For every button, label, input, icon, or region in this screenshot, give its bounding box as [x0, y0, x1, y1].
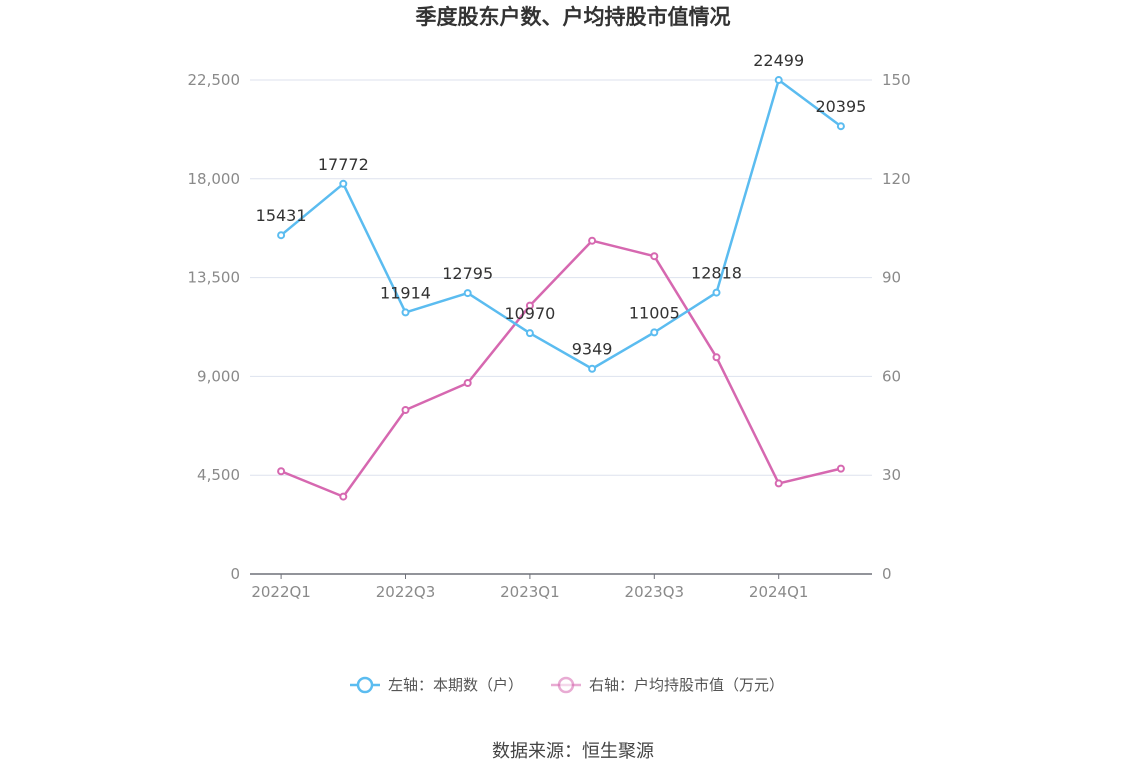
right-tick-label: 30	[882, 466, 901, 484]
right-tick-label: 150	[882, 71, 911, 89]
data-label: 12795	[442, 264, 493, 283]
legend-item-per-household-value[interactable]: 右轴：户均持股市值（万元）	[551, 676, 784, 694]
per-household-value-point	[588, 236, 597, 245]
per-household-value-point	[339, 492, 348, 501]
legend[interactable]: 左轴：本期数（户） 右轴：户均持股市值（万元）	[350, 676, 784, 694]
legend-label: 左轴：本期数（户）	[388, 676, 523, 694]
data-label: 20395	[815, 97, 866, 116]
data-label: 10970	[504, 304, 555, 323]
grid-lines	[250, 79, 872, 476]
x-tick-label: 2024Q1	[749, 583, 809, 601]
left-axis-ticks: 0 4,500 9,000 13,500 18,000 22,500	[188, 71, 241, 583]
right-tick-label: 60	[882, 367, 901, 385]
right-tick-label: 0	[882, 565, 892, 583]
shareholder-count-point	[525, 329, 534, 338]
per-household-value-point	[650, 252, 659, 261]
per-household-value-point	[463, 378, 472, 387]
data-labels: 15431 17772 11914 12795 10970 9349 11005 12818 2…	[256, 51, 867, 359]
shareholder-count-point	[650, 328, 659, 337]
data-label: 9349	[572, 340, 613, 359]
data-label: 11914	[380, 283, 431, 302]
x-tick-label: 2022Q1	[251, 583, 311, 601]
chart-title: 季度股东户数、户均持股市值情况	[416, 5, 731, 29]
data-label: 11005	[629, 303, 680, 322]
x-tick-label: 2022Q3	[376, 583, 436, 601]
per-household-value-point	[836, 464, 845, 473]
source-note: 数据来源：恒生聚源	[492, 741, 654, 762]
per-household-value-point	[401, 405, 410, 414]
legend-item-shareholder-count[interactable]: 左轴：本期数（户）	[350, 676, 523, 694]
right-axis-ticks: 0 30 60 90 120 150	[882, 71, 911, 583]
per-household-value-point	[712, 353, 721, 362]
series-shareholder-count	[277, 76, 845, 373]
left-tick-label: 0	[230, 565, 240, 583]
legend-marker	[557, 676, 575, 694]
shareholder-count-line	[280, 78, 842, 370]
left-tick-label: 4,500	[197, 466, 240, 484]
shareholder-count-point	[339, 179, 348, 188]
right-tick-label: 120	[882, 170, 911, 188]
per-household-value-line	[280, 239, 842, 498]
left-tick-label: 9,000	[197, 367, 240, 385]
data-label: 12818	[691, 264, 742, 283]
x-axis: 2022Q1 2022Q3 2023Q1 2023Q3 2024Q1	[250, 573, 872, 601]
series-per-household-value	[277, 236, 845, 501]
shareholder-count-point	[401, 308, 410, 317]
legend-label: 右轴：户均持股市值（万元）	[589, 676, 784, 694]
legend-marker	[356, 676, 374, 694]
per-household-value-point	[774, 479, 783, 488]
shareholder-count-point	[588, 364, 597, 373]
shareholder-count-point	[463, 289, 472, 298]
x-tick-label: 2023Q3	[625, 583, 685, 601]
left-tick-label: 22,500	[188, 71, 241, 89]
data-label: 15431	[256, 206, 307, 225]
right-tick-label: 90	[882, 269, 901, 287]
data-label: 22499	[753, 51, 804, 70]
data-label: 17772	[318, 155, 369, 174]
shareholder-count-point	[277, 231, 286, 240]
per-household-value-point	[525, 301, 534, 310]
left-tick-label: 13,500	[188, 269, 241, 287]
x-tick-label: 2023Q1	[500, 583, 560, 601]
shareholder-count-point	[836, 122, 845, 131]
left-tick-label: 18,000	[188, 170, 241, 188]
per-household-value-point	[277, 467, 286, 476]
shareholder-count-point	[774, 76, 783, 85]
shareholder-count-point	[712, 288, 721, 297]
